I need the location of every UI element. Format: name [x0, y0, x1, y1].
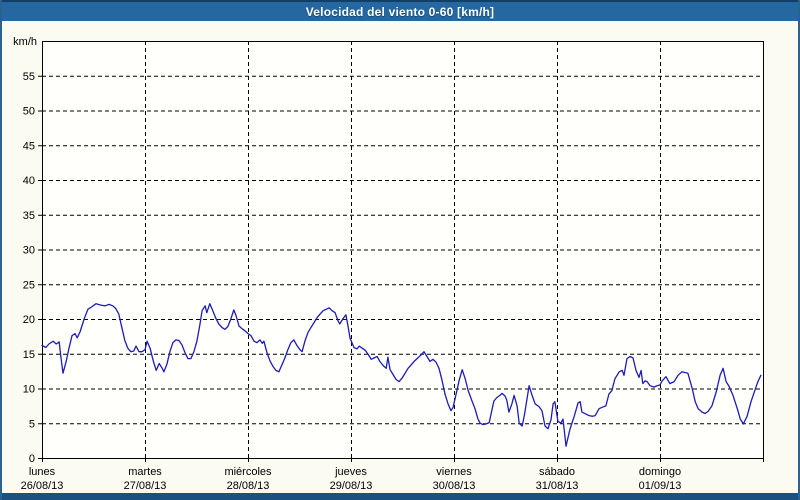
day-name-label: jueves: [334, 466, 367, 478]
grid-lines: [42, 41, 763, 458]
y-tick-label: 50: [23, 106, 35, 118]
day-date-label: 30/08/13: [433, 480, 476, 492]
day-name-label: martes: [128, 466, 162, 478]
day-name-label: viernes: [436, 466, 472, 478]
title-bar: Velocidad del viento 0-60 [km/h]: [2, 0, 798, 21]
day-name-label: sábado: [539, 466, 575, 478]
x-axis-labels: lunes 26/08/13 martes 27/08/13 miércoles 28/0…: [21, 466, 682, 492]
y-tick-label: 25: [23, 279, 35, 291]
page-title: Velocidad del viento 0-60 [km/h]: [305, 4, 495, 19]
day-date-label: 26/08/13: [21, 480, 64, 492]
day-name-label: domingo: [639, 466, 681, 478]
day-name-label: miércoles: [224, 466, 272, 478]
y-tick-label: 0: [29, 453, 35, 465]
bottom-frame-strip: [2, 493, 798, 500]
y-tick-label: 35: [23, 210, 35, 222]
y-axis-unit-label: km/h: [13, 36, 37, 48]
day-date-label: 01/09/13: [639, 480, 682, 492]
y-tick-label: 5: [29, 418, 35, 430]
day-date-label: 27/08/13: [124, 480, 167, 492]
y-tick-label: 20: [23, 314, 35, 326]
y-tick-label: 30: [23, 245, 35, 257]
wind-speed-series: [41, 303, 762, 447]
y-axis-labels: 0 5 10 15 20 25 30 35 40 45 50 55: [23, 71, 35, 465]
y-tick-label: 40: [23, 175, 35, 187]
y-tick-label: 55: [23, 71, 35, 83]
axes: [38, 41, 764, 462]
day-date-label: 29/08/13: [330, 480, 373, 492]
day-name-label: lunes: [29, 466, 56, 478]
day-date-label: 28/08/13: [227, 480, 270, 492]
y-tick-label: 15: [23, 349, 35, 361]
day-date-label: 31/08/13: [536, 480, 579, 492]
y-tick-label: 45: [23, 140, 35, 152]
y-tick-label: 10: [23, 384, 35, 396]
